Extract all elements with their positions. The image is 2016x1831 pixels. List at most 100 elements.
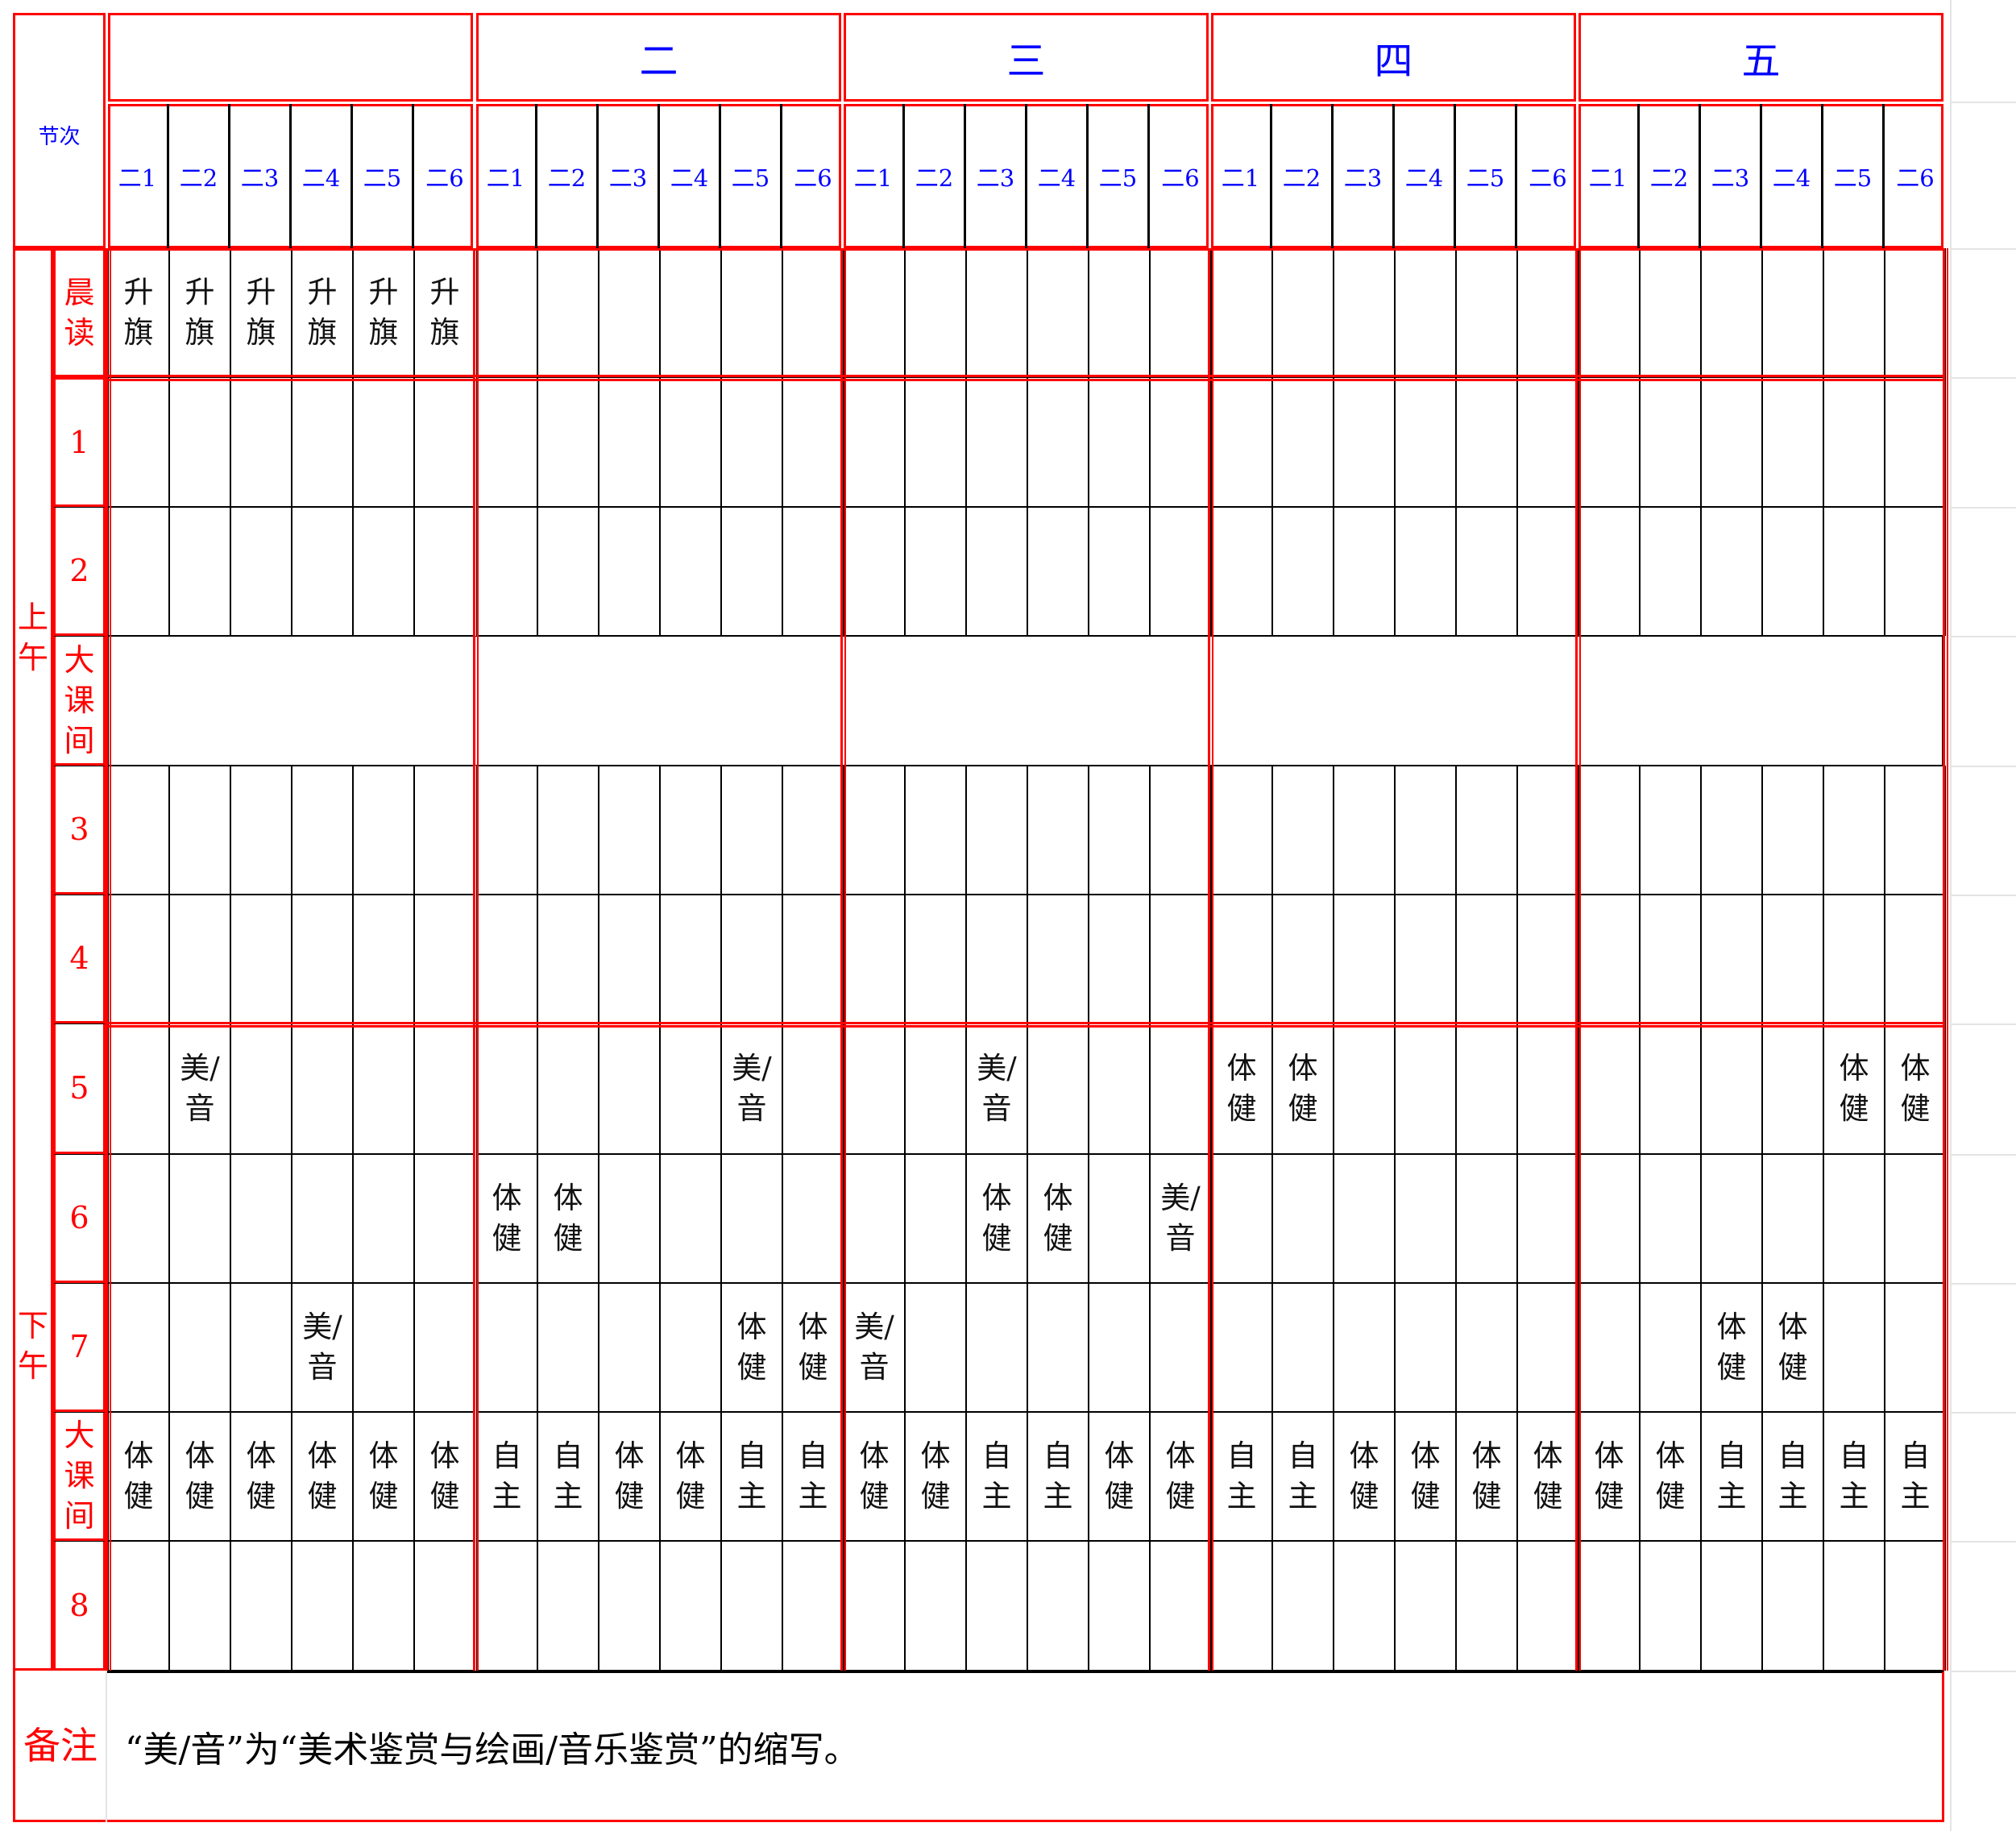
timetable-cell[interactable] (1150, 377, 1211, 507)
timetable-cell[interactable] (905, 507, 966, 636)
timetable-cell[interactable] (599, 766, 660, 895)
timetable-cell[interactable] (905, 1541, 966, 1671)
timetable-cell[interactable] (721, 766, 782, 895)
timetable-cell[interactable]: 体健 (537, 1154, 599, 1283)
timetable-cell[interactable] (1027, 377, 1089, 507)
timetable-cell[interactable] (476, 766, 537, 895)
timetable-cell[interactable] (1089, 1283, 1150, 1412)
timetable-cell[interactable] (1578, 377, 1640, 507)
timetable-cell[interactable]: 体健 (1150, 1412, 1211, 1541)
timetable-cell[interactable] (169, 1541, 230, 1671)
timetable-cell[interactable] (476, 1283, 537, 1412)
timetable-cell[interactable] (905, 248, 966, 377)
timetable-cell[interactable] (905, 1154, 966, 1283)
timetable-cell[interactable] (414, 1541, 475, 1671)
timetable-cell[interactable] (1640, 1283, 1701, 1412)
timetable-cell[interactable]: 升旗 (230, 248, 292, 377)
timetable-cell[interactable]: 体健 (721, 1283, 782, 1412)
timetable-cell[interactable] (1640, 248, 1701, 377)
timetable-cell[interactable] (230, 1283, 292, 1412)
timetable-cell[interactable] (537, 248, 599, 377)
timetable-cell[interactable] (1456, 248, 1517, 377)
timetable-cell[interactable] (1272, 1154, 1334, 1283)
timetable-cell[interactable] (1150, 248, 1211, 377)
timetable-cell[interactable] (108, 766, 169, 895)
timetable-cell[interactable]: 体健 (1823, 1023, 1885, 1154)
timetable-cell[interactable] (1578, 1154, 1640, 1283)
timetable-cell[interactable] (1089, 248, 1150, 377)
timetable-cell[interactable] (660, 1154, 721, 1283)
timetable-cell[interactable] (905, 1283, 966, 1412)
timetable-cell[interactable] (1456, 895, 1517, 1023)
timetable-cell[interactable] (1885, 377, 1946, 507)
timetable-cell[interactable] (1456, 507, 1517, 636)
timetable-cell[interactable] (966, 377, 1027, 507)
timetable-cell[interactable]: 体健 (660, 1412, 721, 1541)
timetable-cell[interactable] (1762, 377, 1823, 507)
timetable-cell[interactable]: 自主 (1762, 1412, 1823, 1541)
timetable-cell[interactable] (169, 895, 230, 1023)
timetable-cell[interactable] (1823, 895, 1885, 1023)
timetable-cell[interactable] (599, 1154, 660, 1283)
timetable-cell[interactable] (537, 766, 599, 895)
timetable-cell[interactable] (966, 248, 1027, 377)
timetable-cell[interactable] (476, 507, 537, 636)
timetable-cell[interactable] (1150, 507, 1211, 636)
timetable-cell[interactable] (966, 766, 1027, 895)
timetable-cell[interactable] (1517, 377, 1578, 507)
timetable-cell[interactable] (660, 1023, 721, 1154)
timetable-cell[interactable] (721, 507, 782, 636)
timetable-cell[interactable] (1334, 507, 1395, 636)
timetable-cell[interactable] (1762, 1023, 1823, 1154)
timetable-cell[interactable] (1334, 248, 1395, 377)
timetable-cell[interactable] (1395, 377, 1456, 507)
timetable-cell[interactable] (1272, 1283, 1334, 1412)
timetable-cell[interactable] (1885, 895, 1946, 1023)
timetable-cell[interactable] (1578, 507, 1640, 636)
timetable-cell[interactable] (414, 766, 475, 895)
timetable-cell[interactable] (1395, 1283, 1456, 1412)
timetable-cell[interactable] (721, 1541, 782, 1671)
timetable-cell[interactable]: 体健 (905, 1412, 966, 1541)
timetable-cell[interactable] (353, 507, 414, 636)
timetable-cell[interactable] (844, 1154, 905, 1283)
timetable-cell[interactable] (782, 895, 844, 1023)
timetable-cell[interactable] (660, 507, 721, 636)
timetable-cell[interactable] (660, 895, 721, 1023)
timetable-cell[interactable]: 自主 (782, 1412, 844, 1541)
timetable-cell[interactable] (1395, 248, 1456, 377)
timetable-cell[interactable] (660, 377, 721, 507)
timetable-cell[interactable] (1395, 1154, 1456, 1283)
timetable-cell[interactable]: 美/音 (169, 1023, 230, 1154)
timetable-cell[interactable]: 美/音 (844, 1283, 905, 1412)
timetable-cell[interactable] (1762, 248, 1823, 377)
timetable-cell[interactable] (782, 248, 844, 377)
timetable-cell[interactable] (1701, 1541, 1762, 1671)
timetable-cell[interactable] (1823, 248, 1885, 377)
timetable-cell[interactable]: 美/音 (292, 1283, 353, 1412)
timetable-cell[interactable] (353, 1154, 414, 1283)
timetable-cell[interactable] (108, 377, 169, 507)
timetable-cell[interactable] (1395, 1023, 1456, 1154)
timetable-cell[interactable] (1640, 1541, 1701, 1671)
timetable-cell[interactable] (1456, 1283, 1517, 1412)
timetable-cell[interactable] (1517, 1541, 1578, 1671)
timetable-cell[interactable]: 升旗 (169, 248, 230, 377)
timetable-cell[interactable] (1395, 1541, 1456, 1671)
timetable-cell[interactable] (414, 1283, 475, 1412)
timetable-cell[interactable] (1150, 766, 1211, 895)
timetable-cell[interactable] (1089, 1023, 1150, 1154)
timetable-cell[interactable] (599, 1541, 660, 1671)
timetable-cell[interactable] (1089, 1541, 1150, 1671)
timetable-cell[interactable] (1272, 507, 1334, 636)
timetable-cell[interactable] (844, 1541, 905, 1671)
timetable-cell[interactable]: 美/音 (966, 1023, 1027, 1154)
timetable-cell[interactable] (1395, 766, 1456, 895)
timetable-cell[interactable]: 自主 (537, 1412, 599, 1541)
timetable-cell[interactable] (1517, 1154, 1578, 1283)
timetable-cell[interactable] (537, 895, 599, 1023)
timetable-cell[interactable] (292, 1023, 353, 1154)
timetable-cell[interactable] (782, 766, 844, 895)
timetable-cell[interactable] (414, 377, 475, 507)
timetable-cell[interactable]: 自主 (476, 1412, 537, 1541)
